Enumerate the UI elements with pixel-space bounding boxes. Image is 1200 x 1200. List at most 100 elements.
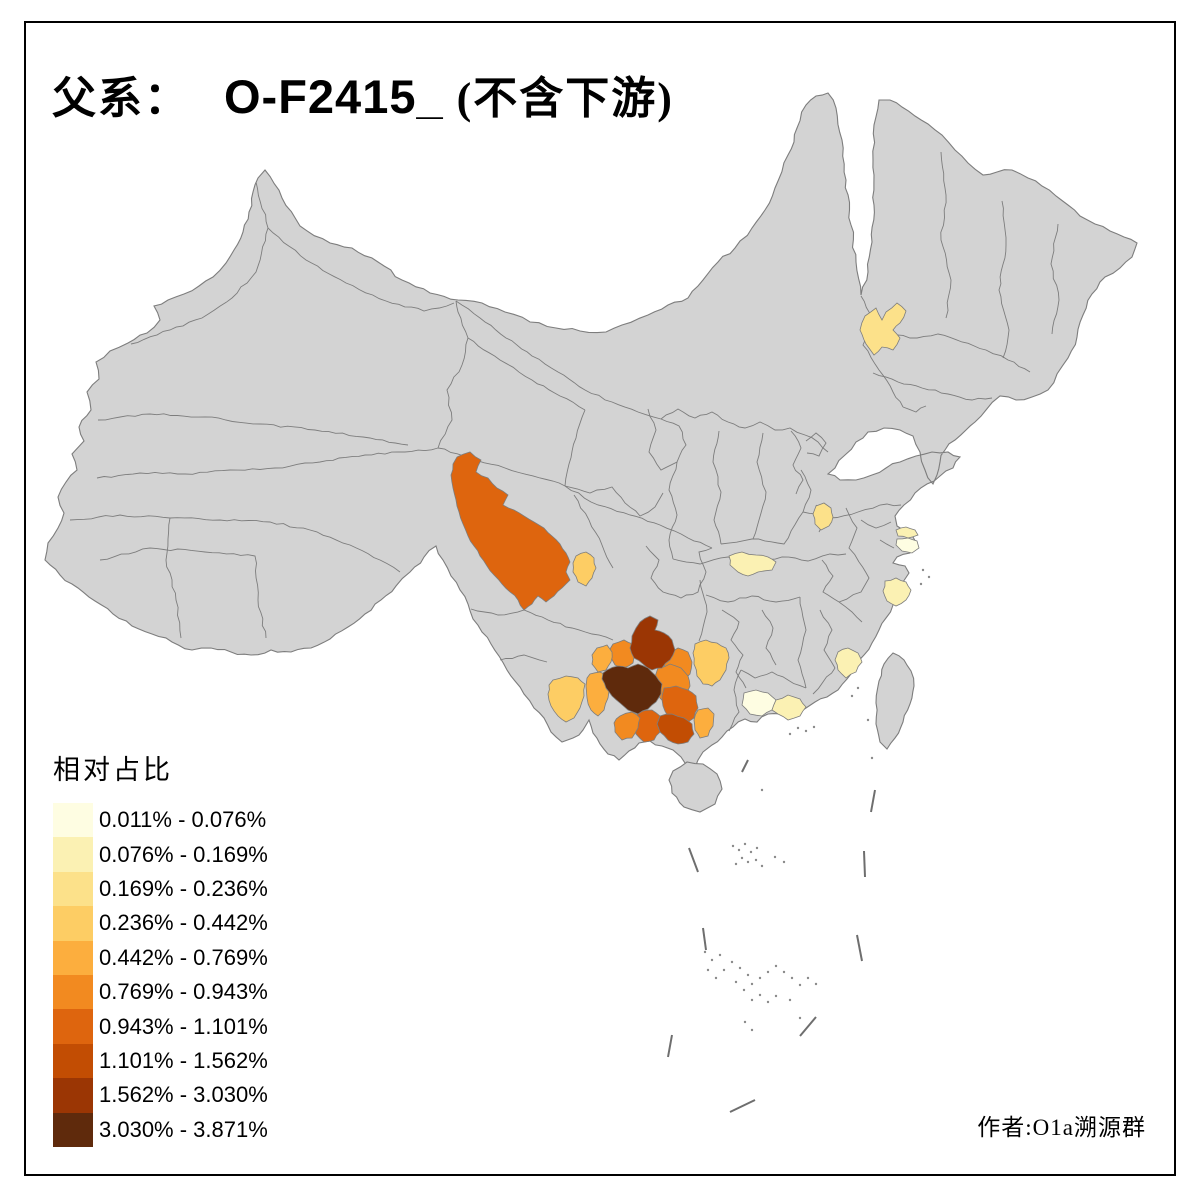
legend-label: 0.442% - 0.769% bbox=[99, 944, 268, 970]
border-line bbox=[705, 594, 801, 603]
plot-frame bbox=[24, 21, 1176, 1176]
island-dot bbox=[710, 958, 714, 962]
border-line bbox=[879, 539, 895, 549]
choropleth-region bbox=[812, 502, 834, 531]
dash-segment bbox=[741, 759, 749, 773]
border-line bbox=[845, 507, 860, 563]
dash-segment bbox=[870, 789, 876, 813]
island-dot bbox=[743, 1020, 747, 1024]
map-title: 父系： O-F2415_ (不含下游) bbox=[52, 62, 674, 126]
legend-row: 0.011% - 0.076% bbox=[53, 803, 268, 838]
island-dot bbox=[706, 968, 710, 972]
island-dot bbox=[798, 983, 802, 987]
title-haplogroup-code: O-F2415_ bbox=[224, 70, 444, 123]
island-dot bbox=[746, 973, 750, 977]
border-line bbox=[902, 405, 927, 413]
island-dot bbox=[919, 582, 923, 586]
nine-dash-line bbox=[667, 759, 876, 1113]
border-line bbox=[821, 559, 840, 603]
legend-swatch bbox=[53, 871, 93, 907]
legend-label: 0.236% - 0.442% bbox=[99, 910, 268, 936]
island-dot bbox=[814, 982, 818, 986]
choropleth-region bbox=[895, 526, 919, 539]
legend-swatch bbox=[53, 1112, 93, 1147]
legend-swatch bbox=[53, 1043, 93, 1079]
border-line bbox=[499, 654, 548, 663]
choropleth-regions bbox=[450, 302, 920, 745]
choropleth-region bbox=[859, 302, 907, 356]
legend-row: 0.169% - 0.236% bbox=[53, 871, 268, 907]
legend-row: 3.030% - 3.871% bbox=[53, 1112, 268, 1147]
title-prefix: 父系： bbox=[52, 74, 190, 123]
border-line bbox=[455, 300, 662, 420]
choropleth-region bbox=[601, 663, 663, 715]
island-dot bbox=[749, 850, 753, 854]
island-dot bbox=[750, 1028, 754, 1032]
border-line bbox=[437, 447, 566, 487]
legend-label: 3.030% - 3.871% bbox=[99, 1116, 268, 1142]
choropleth-region bbox=[450, 451, 571, 611]
border-line bbox=[267, 227, 455, 312]
province-borders bbox=[69, 151, 1060, 732]
legend-label: 0.076% - 0.169% bbox=[99, 841, 268, 867]
choropleth-region bbox=[895, 537, 920, 554]
island-dot bbox=[737, 848, 741, 852]
legend-swatch bbox=[53, 803, 93, 838]
border-line bbox=[467, 337, 586, 411]
island-dot bbox=[718, 953, 722, 957]
island-dot bbox=[788, 998, 792, 1002]
island-dot bbox=[788, 732, 792, 736]
border-line bbox=[797, 596, 807, 689]
choropleth-region bbox=[834, 647, 863, 679]
island-dot bbox=[774, 964, 778, 968]
border-line bbox=[761, 609, 777, 666]
island-dot bbox=[760, 788, 764, 792]
border-line bbox=[660, 408, 829, 453]
island-dot bbox=[750, 998, 754, 1002]
border-line bbox=[712, 430, 722, 545]
border-line bbox=[165, 517, 182, 639]
island-dot bbox=[743, 842, 747, 846]
island-dot bbox=[782, 970, 786, 974]
choropleth-region bbox=[572, 551, 597, 587]
border-line bbox=[998, 200, 1010, 359]
border-line bbox=[1050, 223, 1060, 335]
island-dot bbox=[734, 862, 738, 866]
legend-swatch bbox=[53, 1078, 93, 1113]
island-dot bbox=[758, 993, 762, 997]
choropleth-region bbox=[771, 694, 807, 721]
dash-segment bbox=[667, 1034, 673, 1058]
choropleth-region bbox=[882, 577, 912, 607]
dash-segment bbox=[863, 850, 866, 878]
legend-row: 1.562% - 3.030% bbox=[53, 1078, 268, 1113]
legend-label: 1.101% - 1.562% bbox=[99, 1047, 268, 1073]
border-line bbox=[698, 579, 708, 642]
dash-segment bbox=[702, 927, 707, 951]
island-dot bbox=[740, 856, 744, 860]
border-line bbox=[838, 601, 863, 623]
island-dot bbox=[850, 694, 854, 698]
island-dot bbox=[866, 718, 870, 722]
border-line bbox=[800, 469, 812, 513]
island-dot bbox=[734, 980, 738, 984]
border-line bbox=[668, 461, 678, 560]
island-dot bbox=[798, 1016, 802, 1020]
border-line bbox=[437, 300, 469, 449]
title-suffix: (不含下游) bbox=[443, 74, 674, 123]
island-dot bbox=[755, 846, 759, 850]
border-line bbox=[645, 545, 713, 599]
legend-label: 1.562% - 3.030% bbox=[99, 1082, 268, 1108]
border-line bbox=[728, 669, 742, 732]
choropleth-region bbox=[547, 675, 586, 723]
border-line bbox=[880, 330, 1031, 373]
border-line bbox=[838, 561, 870, 603]
border-line bbox=[564, 485, 713, 549]
legend-row: 0.943% - 1.101% bbox=[53, 1009, 268, 1044]
hainan-island bbox=[668, 761, 723, 813]
legend-swatch bbox=[53, 974, 93, 1010]
legend-title: 相对占比 bbox=[53, 755, 173, 785]
legend-row: 0.236% - 0.442% bbox=[53, 906, 268, 941]
dash-segment bbox=[856, 934, 863, 962]
island-dot bbox=[758, 976, 762, 980]
